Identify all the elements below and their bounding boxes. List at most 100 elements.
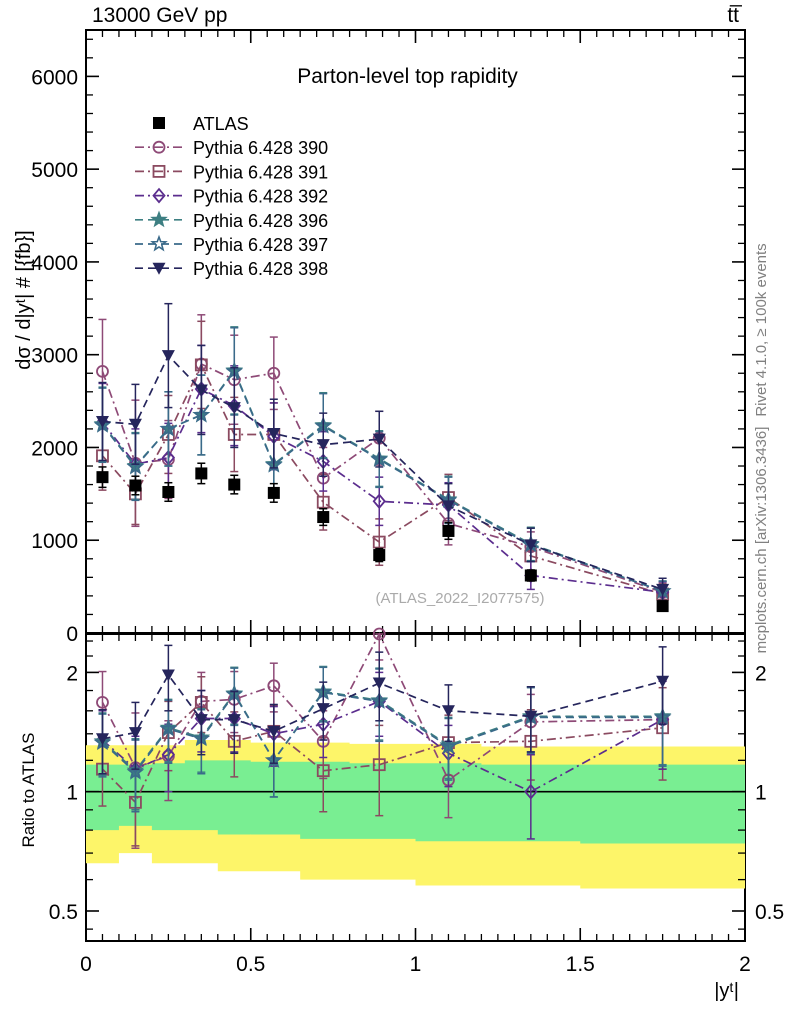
series-line: [102, 673, 663, 740]
ratio-ytick-label-left: 1: [66, 782, 78, 805]
main-panel-frame: [85, 29, 746, 634]
main-ytick-label: 3000: [31, 345, 78, 368]
main-ytick-label: 5000: [31, 159, 78, 182]
data-marker: [152, 187, 166, 204]
data-marker: [152, 164, 166, 178]
data-marker: [227, 402, 241, 415]
data-marker: [316, 439, 330, 452]
x-axis-label: |yᵗ|: [714, 980, 739, 1002]
data-marker: [373, 549, 386, 562]
legend-entry-pythia-6-428-391[interactable]: Pythia 6.428 391: [135, 162, 328, 182]
data-marker: [316, 703, 330, 716]
main-ytick-label: 4000: [31, 252, 78, 275]
legend-entry-atlas[interactable]: ATLAS: [153, 114, 249, 134]
main-ytick-label: 2000: [31, 437, 78, 460]
data-marker: [228, 478, 241, 491]
data-marker: [372, 493, 386, 510]
data-marker: [524, 783, 538, 800]
legend-label: Pythia 6.428 390: [193, 138, 328, 158]
data-marker: [150, 234, 168, 252]
side-label-rivet: Rivet 4.1.0, ≥ 100k events: [753, 243, 770, 416]
data-marker: [441, 500, 455, 513]
legend-entry-pythia-6-428-398[interactable]: Pythia 6.428 398: [135, 259, 328, 279]
data-marker: [267, 725, 281, 738]
data-marker: [96, 696, 109, 709]
side-label-mcplots: mcplots.cern.ch [arXiv:1306.3436]: [753, 427, 770, 654]
ratio-green-band: [86, 760, 745, 844]
legend-label: Pythia 6.428 391: [193, 162, 328, 182]
data-marker: [195, 467, 208, 480]
series-line: [101, 632, 663, 782]
data-marker: [524, 710, 538, 723]
data-marker: [656, 600, 669, 613]
series-pythia-6-428-398: [95, 302, 670, 602]
data-marker: [439, 737, 458, 755]
ratio-ytick-label-right: 2: [755, 662, 767, 685]
x-tick-label: 0.5: [236, 953, 265, 976]
series-line: [101, 369, 663, 593]
data-marker: [524, 539, 538, 552]
x-tick-label: 2: [739, 953, 751, 976]
data-marker: [161, 669, 175, 682]
header-right-text: tt̅: [727, 4, 743, 27]
main-ytick-label: 0: [66, 623, 78, 646]
data-marker: [372, 433, 386, 446]
main-ytick-label: 1000: [31, 530, 78, 553]
legend-entry-pythia-6-428-390[interactable]: Pythia 6.428 390: [135, 138, 328, 158]
data-marker: [126, 762, 145, 780]
main-ytick-label: 6000: [31, 66, 78, 89]
data-marker: [267, 366, 281, 380]
main-title: Parton-level top rapidity: [297, 65, 518, 88]
data-marker: [96, 364, 109, 378]
series-pythia-6-428-398: [95, 644, 670, 775]
data-marker: [129, 479, 142, 492]
data-marker: [441, 705, 455, 718]
data-marker: [153, 117, 165, 129]
legend-label: ATLAS: [193, 114, 249, 134]
ratio-ylabel: Ratio to ATLAS: [19, 733, 38, 848]
data-marker: [227, 714, 241, 727]
data-marker: [267, 486, 280, 499]
data-marker: [372, 758, 386, 772]
data-marker: [150, 210, 168, 228]
data-marker: [159, 419, 178, 437]
data-marker: [194, 384, 208, 397]
data-marker: [442, 524, 455, 537]
data-marker: [656, 675, 670, 688]
x-tick-label: 1: [410, 953, 422, 976]
data-marker: [126, 457, 145, 475]
data-marker: [316, 495, 330, 509]
ratio-ytick-label-right: 1: [755, 782, 767, 805]
data-marker: [162, 485, 175, 498]
main-ylabel: dσ / d|yᵗ| # [{fb}]: [13, 230, 35, 369]
data-marker: [267, 679, 281, 693]
ratio-ytick-label-right: 0.5: [755, 901, 784, 924]
data-marker: [656, 583, 670, 596]
legend-label: Pythia 6.428 398: [193, 259, 328, 279]
data-marker: [372, 627, 386, 641]
legend-entry-pythia-6-428-396[interactable]: Pythia 6.428 396: [135, 210, 328, 231]
data-marker: [372, 677, 386, 690]
series-atlas: [96, 462, 669, 613]
x-tick-label: 1.5: [566, 953, 595, 976]
data-marker: [128, 418, 142, 431]
data-marker: [96, 471, 109, 484]
ratio-ylabel-group: Ratio to ATLAS: [19, 733, 38, 848]
header-left-text: 13000 GeV pp: [92, 4, 227, 27]
legend-label: Pythia 6.428 392: [193, 187, 328, 207]
legend-entry-pythia-6-428-397[interactable]: Pythia 6.428 397: [135, 234, 328, 255]
legend-entry-pythia-6-428-392[interactable]: Pythia 6.428 392: [135, 187, 328, 207]
x-tick-label: 0: [80, 953, 92, 976]
main-ylabel-group: dσ / d|yᵗ| # [{fb}]: [13, 230, 35, 369]
data-marker: [152, 140, 166, 154]
ratio-ytick-label-left: 2: [66, 662, 78, 685]
data-marker: [161, 350, 175, 363]
legend-label: Pythia 6.428 397: [193, 235, 328, 255]
data-marker: [194, 714, 208, 727]
data-marker: [267, 428, 281, 441]
watermark: (ATLAS_2022_I2077575): [375, 590, 544, 607]
data-marker: [152, 262, 166, 275]
ratio-ytick-label-left: 0.5: [49, 901, 78, 924]
